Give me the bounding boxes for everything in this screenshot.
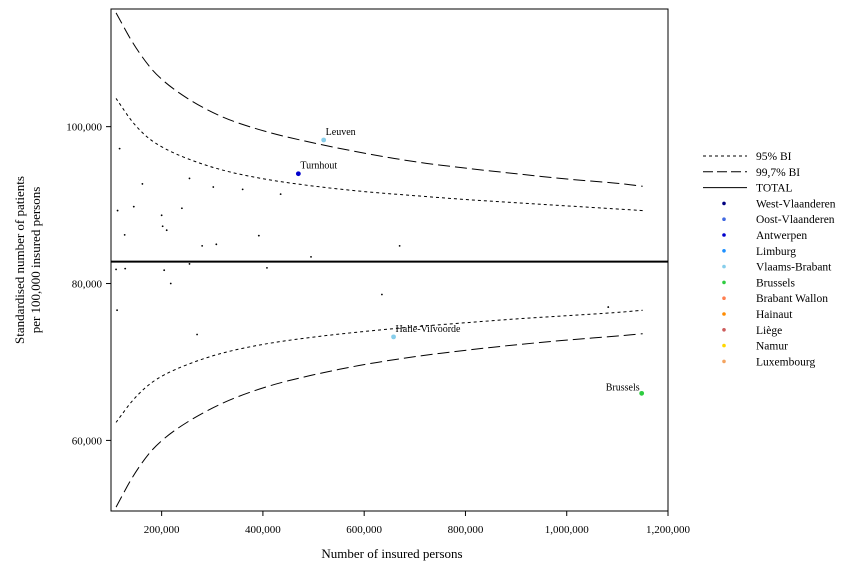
- data-point: [132, 205, 135, 208]
- legend-marker: [722, 312, 726, 316]
- y-axis-label-line2: per 100,000 insured persons: [28, 187, 43, 334]
- data-point: [607, 306, 610, 308]
- data-point: [188, 177, 191, 180]
- labeled-point: [321, 137, 327, 143]
- legend-marker: [722, 296, 726, 301]
- legend-label: Oost-Vlaanderen: [756, 214, 835, 226]
- legend-marker: [722, 233, 726, 237]
- legend-label: Hainaut: [756, 309, 793, 321]
- data-point: [266, 266, 268, 269]
- data-point: [160, 214, 163, 217]
- ci997-lower-curve: [115, 333, 643, 508]
- data-point: [398, 244, 401, 247]
- ci997-upper-curve: [115, 12, 643, 187]
- legend-marker: [722, 359, 726, 364]
- data-point: [212, 186, 215, 188]
- x-tick-label: 1,200,000: [646, 524, 691, 536]
- labeled-point: [639, 390, 645, 396]
- x-tick-label: 400,000: [245, 524, 281, 536]
- legend-marker: [722, 280, 726, 285]
- labeled-point: [295, 171, 301, 177]
- y-axis-label-line1: Standardised number of patients: [12, 176, 27, 344]
- data-point: [116, 309, 118, 312]
- legend-label: Brabant Wallon: [756, 293, 828, 305]
- ci95-lower-curve: [115, 309, 643, 423]
- ci95-upper-curve: [115, 98, 643, 212]
- legend-label: 95% BI: [756, 151, 792, 163]
- data-point: [116, 209, 119, 212]
- legend-label: 99,7% BI: [756, 167, 800, 179]
- data-point: [169, 282, 172, 285]
- legend-marker: [722, 217, 726, 221]
- data-point: [180, 207, 183, 210]
- legend-label: Luxembourg: [756, 356, 815, 368]
- data-point: [241, 188, 244, 191]
- legend-label: Limburg: [756, 246, 796, 258]
- legend-marker: [722, 343, 726, 348]
- data-point: [141, 183, 144, 185]
- legend-label: Antwerpen: [756, 230, 807, 242]
- data-point: [124, 267, 127, 270]
- data-point: [123, 234, 126, 236]
- x-tick-label: 800,000: [448, 524, 484, 536]
- legend-label: TOTAL: [756, 183, 793, 195]
- x-axis-label: Number of insured persons: [321, 546, 462, 561]
- data-point: [279, 193, 282, 196]
- legend-marker: [722, 264, 726, 269]
- point-label: Leuven: [326, 127, 356, 138]
- data-point: [381, 293, 383, 296]
- y-tick-label: 80,000: [72, 279, 103, 291]
- legend: 95% BI 99,7% BI TOTAL West-Vlaanderen Oost-V…: [703, 151, 836, 368]
- point-label: Turnhout: [300, 161, 337, 172]
- x-tick-label: 200,000: [144, 524, 180, 536]
- data-point: [188, 263, 191, 265]
- x-tick-label: 1,000,000: [545, 524, 590, 536]
- y-tick-label: 60,000: [72, 435, 103, 447]
- data-point: [310, 255, 312, 258]
- point-label: Halle-Vilvoorde: [396, 324, 461, 335]
- x-tick-label: 600,000: [346, 524, 382, 536]
- data-point: [165, 229, 168, 232]
- data-point: [215, 243, 218, 246]
- y-tick-label: 100,000: [66, 122, 102, 134]
- legend-marker: [722, 328, 726, 332]
- data-point: [161, 225, 164, 228]
- legend-label: West-Vlaanderen: [756, 198, 836, 210]
- legend-marker: [722, 249, 726, 253]
- data-point: [163, 269, 166, 272]
- point-label: Brussels: [606, 382, 640, 393]
- data-point: [196, 333, 198, 336]
- labeled-point: [391, 334, 396, 340]
- data-point: [118, 147, 121, 150]
- data-point: [257, 234, 260, 237]
- legend-label: Liège: [756, 325, 782, 337]
- legend-label: Namur: [756, 341, 788, 353]
- data-point: [115, 268, 117, 271]
- data-point: [201, 244, 204, 247]
- plot-frame: [110, 8, 669, 512]
- legend-label: Brussels: [756, 277, 796, 289]
- legend-label: Vlaams-Brabant: [756, 262, 832, 274]
- legend-marker: [722, 201, 726, 206]
